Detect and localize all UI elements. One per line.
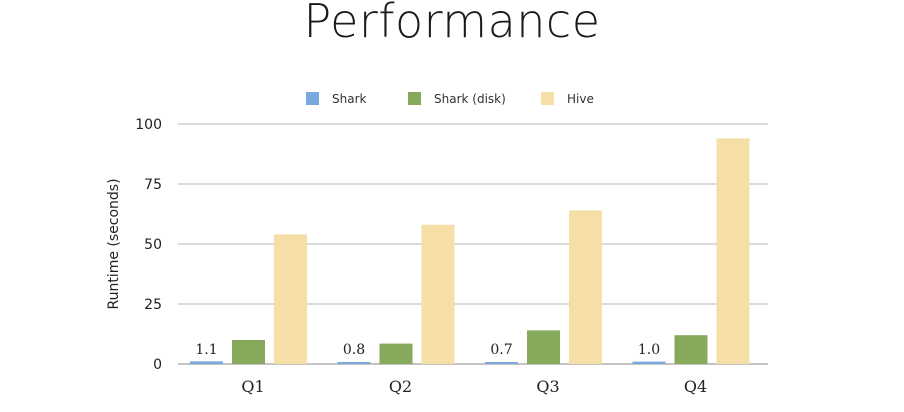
y-tick-label: 0	[153, 357, 162, 373]
legend: Shark Shark (disk) Hive	[306, 92, 594, 106]
legend-swatch	[408, 92, 421, 105]
bar-shark-disk-q3	[527, 330, 560, 364]
y-axis-label: Runtime (seconds)	[106, 178, 122, 309]
legend-label: Hive	[567, 92, 594, 106]
chart-title: Performance	[303, 0, 601, 48]
category-label: Q2	[389, 377, 412, 396]
bar-hive-q1	[274, 234, 307, 364]
y-tick-label: 100	[135, 117, 162, 133]
bar-shark-disk-q2	[379, 343, 413, 364]
y-tick-label: 75	[144, 177, 162, 193]
legend-label: Shark (disk)	[434, 92, 506, 106]
category-label: Q3	[536, 377, 559, 396]
bar-hive-q3	[569, 210, 602, 364]
data-labels: 1.1 0.8 0.7 1.0	[195, 342, 660, 358]
y-tick-label: 25	[144, 297, 162, 313]
bar-hive-q2	[421, 224, 455, 364]
y-tick-labels: 0 25 50 75 100	[135, 117, 162, 373]
legend-swatch	[541, 92, 554, 105]
category-label: Q1	[241, 377, 264, 396]
bars	[190, 138, 750, 364]
gridlines	[178, 123, 768, 365]
data-label: 1.0	[638, 342, 660, 358]
bar-hive-q4	[716, 138, 750, 364]
bar-shark-q4	[632, 361, 666, 364]
bar-shark-q2	[337, 362, 371, 364]
category-labels: Q1 Q2 Q3 Q4	[241, 377, 707, 396]
data-label: 0.8	[343, 342, 365, 358]
bar-shark-q3	[485, 362, 518, 364]
category-label: Q4	[684, 377, 707, 396]
data-label: 1.1	[195, 342, 217, 358]
y-tick-label: 50	[144, 237, 162, 253]
data-label: 0.7	[490, 342, 512, 358]
bar-shark-q1	[190, 361, 223, 364]
legend-label: Shark	[332, 92, 367, 106]
bar-shark-disk-q1	[232, 340, 265, 364]
legend-swatch	[306, 92, 319, 105]
bar-shark-disk-q4	[674, 335, 708, 364]
